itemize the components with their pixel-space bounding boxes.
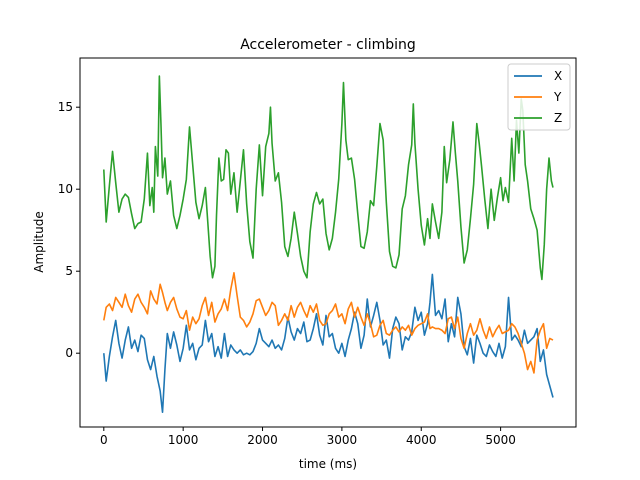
x-tick-label: 2000 bbox=[247, 433, 278, 447]
chart-title: Accelerometer - climbing bbox=[240, 37, 416, 53]
tick-layer: 0 1000 2000 3000 4000 5000 0 5 10 15 bbox=[58, 100, 516, 447]
y-axis-label: Amplitude bbox=[32, 211, 46, 273]
series-layer bbox=[103, 75, 554, 414]
plot-frame bbox=[79, 57, 577, 428]
x-axis-label: time (ms) bbox=[299, 457, 357, 471]
y-tick-label: 5 bbox=[65, 264, 73, 278]
x-tick-label: 5000 bbox=[485, 433, 516, 447]
legend-label-y: Y bbox=[553, 90, 562, 104]
legend-label-z: Z bbox=[554, 111, 562, 125]
series-line-z bbox=[103, 75, 554, 281]
x-tick-label: 4000 bbox=[406, 433, 437, 447]
legend-label-x: X bbox=[554, 69, 562, 83]
x-tick-label: 1000 bbox=[168, 433, 199, 447]
series-line-x bbox=[103, 273, 554, 414]
legend: XYZ bbox=[507, 63, 571, 131]
x-tick-label: 0 bbox=[100, 433, 108, 447]
y-tick-label: 15 bbox=[58, 100, 73, 114]
x-tick-label: 3000 bbox=[327, 433, 358, 447]
y-tick-label: 0 bbox=[65, 346, 73, 360]
series-line-y bbox=[103, 272, 554, 374]
y-tick-label: 10 bbox=[58, 182, 73, 196]
